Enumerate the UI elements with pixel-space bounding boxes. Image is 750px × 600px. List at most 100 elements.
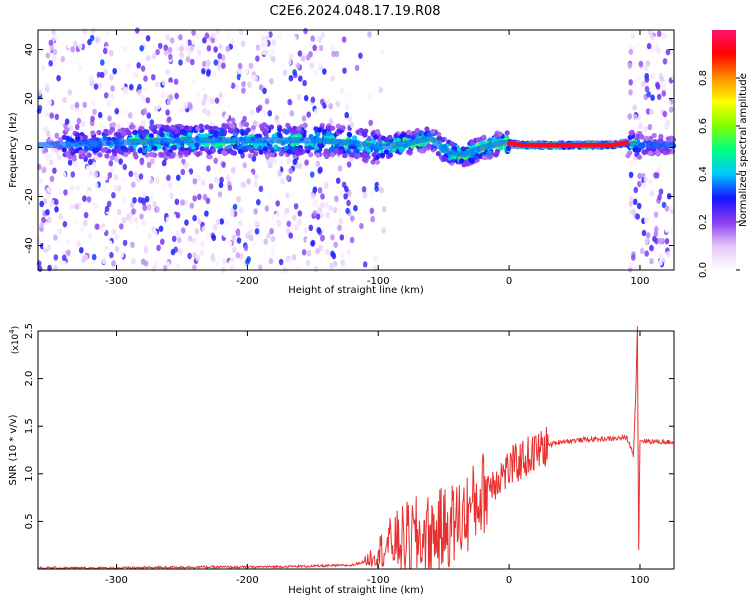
spectrogram-cell (309, 206, 315, 213)
y-tick-label: 40 (24, 43, 35, 56)
spectrogram-cell (93, 83, 99, 90)
spectrogram-cell (318, 245, 323, 252)
spectrogram-cell (287, 59, 292, 66)
spectrogram-cell (231, 234, 237, 241)
spectrogram-y-label: Frequency (Hz) (8, 112, 19, 188)
spectrogram-cell (174, 198, 180, 205)
spectrogram-cell (217, 191, 223, 198)
spectrogram-cell (203, 93, 208, 101)
spectrogram-cell (53, 254, 59, 261)
spectrogram-cell (122, 45, 128, 53)
spectrogram-cell (78, 90, 83, 98)
spectrogram-cell (236, 237, 242, 244)
spectrogram-cell (309, 116, 314, 124)
spectrogram-cell (196, 218, 202, 225)
spectrogram-cell (47, 186, 52, 193)
spectrogram-cell (662, 58, 668, 65)
spectrogram-cell (185, 171, 190, 178)
spectrogram-cell (37, 113, 43, 120)
spectrogram-cell (169, 132, 175, 138)
spectrogram-cell (645, 232, 651, 239)
spectrogram-cell (57, 90, 63, 97)
spectrogram-cell (71, 247, 77, 254)
spectrogram-cell (243, 244, 249, 252)
spectrogram-cell (644, 135, 650, 142)
spectrogram-cell (360, 170, 365, 177)
spectrogram-cell (331, 50, 336, 58)
spectrogram-cell (85, 165, 91, 172)
spectrogram-cell (650, 72, 656, 80)
spectrogram-cell (246, 95, 252, 102)
spectrogram-cell (303, 88, 309, 96)
spectrogram-cell (213, 59, 219, 66)
spectrogram-cell (56, 75, 61, 82)
spectrogram-cell (219, 176, 224, 184)
spectrogram-cell (275, 165, 281, 172)
spectrogram-cell (106, 200, 112, 207)
spectrogram-cell (103, 146, 109, 152)
spectrogram-cell (253, 245, 258, 253)
spectrogram-cell (171, 235, 177, 242)
spectrogram-cell (629, 43, 634, 50)
spectrogram-cell (315, 213, 321, 220)
spectrogram-cell (338, 218, 344, 225)
spectrogram-cell (318, 143, 324, 149)
spectrogram-cell (171, 125, 177, 131)
spectrogram-cell (147, 232, 152, 239)
spectrogram-cell (80, 152, 86, 158)
spectrogram-cell (286, 256, 292, 263)
spectrogram-cell (280, 177, 285, 185)
spectrogram-cell (153, 230, 158, 237)
spectrogram-cell (160, 238, 165, 245)
spectrogram-cell (320, 235, 325, 242)
spectrogram-cell (246, 178, 251, 185)
spectrogram-cell (469, 157, 475, 164)
spectrogram-cell (176, 174, 181, 181)
spectrogram-cell (83, 146, 89, 152)
spectrogram-cell (230, 150, 236, 156)
spectrogram-cell (639, 247, 645, 255)
spectrogram-cell (668, 228, 674, 235)
x-tick-label: 100 (630, 276, 649, 287)
spectrogram-cell (226, 32, 231, 40)
spectrogram-cell (86, 196, 92, 203)
y-tick-label: -40 (24, 237, 35, 253)
spectrogram-cell (133, 217, 139, 224)
spectrogram-cell (258, 185, 264, 192)
spectrogram-cell (155, 177, 160, 184)
spectrogram-cell (414, 127, 420, 134)
spectrogram-cell (122, 239, 128, 247)
spectrogram-cell (54, 198, 59, 206)
spectrogram-cell (325, 211, 331, 219)
spectrogram-cell (658, 188, 664, 195)
spectrogram-cell (325, 99, 330, 106)
spectrogram-cell (137, 129, 143, 135)
spectrogram-cell (44, 31, 49, 39)
spectrogram-cell (308, 152, 314, 158)
spectrogram-cell (248, 171, 253, 179)
spectrogram-cell (146, 161, 152, 169)
spectrogram-cell (94, 147, 100, 153)
spectrogram-cell (268, 257, 274, 265)
spectrogram-cell (263, 238, 269, 245)
spectrogram-cell (218, 43, 223, 51)
spectrogram-cell (152, 201, 157, 208)
spectrogram-cell (93, 154, 99, 161)
spectrogram-cell (290, 191, 295, 199)
spectrogram-cell (375, 65, 380, 72)
spectrogram-cell (60, 265, 65, 273)
spectrogram-cell (318, 166, 323, 173)
spectrogram-cell (665, 136, 672, 142)
spectrogram-cell (664, 205, 670, 212)
spectrogram-cell (87, 232, 93, 239)
spectrogram-cell (358, 127, 364, 133)
spectrogram-cell (41, 64, 46, 72)
spectrogram-cell (179, 146, 185, 152)
spectrogram-cell (632, 84, 638, 91)
spectrogram-cell (145, 103, 151, 110)
spectrogram-cell (253, 173, 259, 180)
spectrogram-cell (230, 38, 235, 45)
spectrogram-cell (331, 252, 337, 260)
spectrogram-cell (118, 52, 123, 59)
spectrogram-cell (293, 203, 299, 210)
